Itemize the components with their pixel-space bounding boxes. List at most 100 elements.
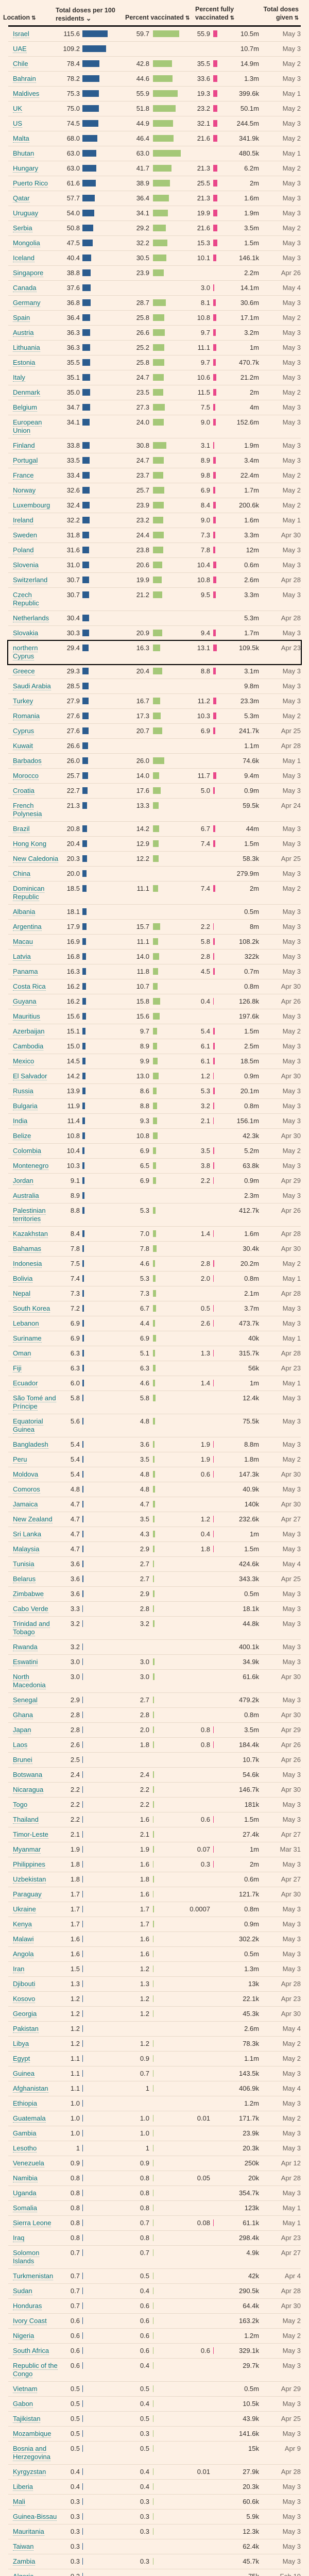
country-link[interactable]: Paraguay bbox=[13, 1890, 42, 1899]
country-link[interactable]: El Salvador bbox=[13, 1072, 47, 1080]
country-link[interactable]: Senegal bbox=[13, 1696, 38, 1704]
country-link[interactable]: Botswana bbox=[13, 1771, 43, 1779]
country-link[interactable]: Belarus bbox=[13, 1575, 36, 1583]
country-link[interactable]: Namibia bbox=[13, 2174, 38, 2182]
country-link[interactable]: Vietnam bbox=[13, 2385, 38, 2393]
country-link[interactable]: North Macedonia bbox=[13, 1673, 46, 1689]
country-link[interactable]: Germany bbox=[13, 299, 41, 307]
country-link[interactable]: Algeria bbox=[13, 2572, 34, 2576]
country-link[interactable]: Venezuela bbox=[13, 2159, 44, 2167]
country-link[interactable]: Montenegro bbox=[13, 1162, 49, 1170]
country-link[interactable]: Singapore bbox=[13, 269, 44, 277]
country-link[interactable]: Portugal bbox=[13, 456, 38, 465]
country-link[interactable]: French Polynesia bbox=[13, 802, 42, 818]
country-link[interactable]: Colombia bbox=[13, 1147, 41, 1155]
country-link[interactable]: Dominican Republic bbox=[13, 885, 45, 901]
country-link[interactable]: Morocco bbox=[13, 772, 39, 780]
country-link[interactable]: Belgium bbox=[13, 403, 37, 412]
country-link[interactable]: Rwanda bbox=[13, 1643, 38, 1651]
column-header-total-doses-per-100[interactable]: Total doses per 100 residents ⌄ bbox=[56, 6, 133, 23]
country-link[interactable]: South Korea bbox=[13, 1304, 50, 1313]
country-link[interactable]: Sri Lanka bbox=[13, 1530, 41, 1538]
country-link[interactable]: Gambia bbox=[13, 2129, 37, 2138]
country-link[interactable]: Solomon Islands bbox=[13, 2249, 40, 2265]
country-link[interactable]: Mali bbox=[13, 2498, 25, 2506]
country-link[interactable]: Serbia bbox=[13, 224, 32, 232]
country-link[interactable]: Somalia bbox=[13, 2204, 37, 2212]
column-header-location[interactable]: Location ⇅ bbox=[3, 13, 36, 23]
country-link[interactable]: Macau bbox=[13, 938, 33, 946]
country-link[interactable]: Argentina bbox=[13, 923, 42, 931]
country-link[interactable]: Suriname bbox=[13, 1334, 42, 1343]
country-link[interactable]: Philippines bbox=[13, 1860, 45, 1869]
country-link[interactable]: Uganda bbox=[13, 2189, 37, 2197]
country-link[interactable]: Lebanon bbox=[13, 1319, 39, 1328]
country-link[interactable]: China bbox=[13, 870, 30, 878]
country-link[interactable]: France bbox=[13, 471, 34, 480]
country-link[interactable]: Slovakia bbox=[13, 629, 39, 637]
country-link[interactable]: Italy bbox=[13, 374, 25, 382]
country-link[interactable]: Nigeria bbox=[13, 2332, 35, 2340]
country-link[interactable]: UAE bbox=[13, 45, 27, 53]
country-link[interactable]: Puerto Rico bbox=[13, 179, 48, 188]
country-link[interactable]: Romania bbox=[13, 712, 40, 720]
country-link[interactable]: Afghanistan bbox=[13, 2084, 48, 2093]
country-link[interactable]: Nicaragua bbox=[13, 1786, 44, 1794]
country-link[interactable]: Israel bbox=[13, 30, 29, 38]
country-link[interactable]: India bbox=[13, 1117, 28, 1125]
country-link[interactable]: Jordan bbox=[13, 1177, 33, 1185]
country-link[interactable]: Cambodia bbox=[13, 1042, 44, 1050]
country-link[interactable]: Georgia bbox=[13, 2010, 37, 2018]
country-link[interactable]: Guatemala bbox=[13, 2114, 46, 2123]
country-link[interactable]: European Union bbox=[13, 418, 42, 435]
country-link[interactable]: Spain bbox=[13, 314, 30, 322]
country-link[interactable]: Trinidad and Tobago bbox=[13, 1620, 50, 1636]
country-link[interactable]: Sweden bbox=[13, 531, 37, 539]
country-link[interactable]: Nepal bbox=[13, 1290, 30, 1298]
country-link[interactable]: Ghana bbox=[13, 1711, 33, 1719]
country-link[interactable]: Brunei bbox=[13, 1756, 32, 1764]
country-link[interactable]: Kenya bbox=[13, 1920, 32, 1928]
country-link[interactable]: Jamaica bbox=[13, 1500, 38, 1509]
country-link[interactable]: Japan bbox=[13, 1726, 31, 1734]
country-link[interactable]: Tajikistan bbox=[13, 2415, 41, 2423]
country-link[interactable]: Iceland bbox=[13, 254, 35, 262]
country-link[interactable]: Malaysia bbox=[13, 1545, 40, 1553]
country-link[interactable]: Bolivia bbox=[13, 1275, 33, 1283]
country-link[interactable]: Iran bbox=[13, 1965, 25, 1973]
country-link[interactable]: Denmark bbox=[13, 388, 40, 397]
country-link[interactable]: Maldives bbox=[13, 90, 40, 98]
country-link[interactable]: Finland bbox=[13, 442, 35, 450]
country-link[interactable]: São Tomé and Príncipe bbox=[13, 1394, 56, 1411]
country-link[interactable]: Greece bbox=[13, 667, 35, 675]
country-link[interactable]: Honduras bbox=[13, 2302, 42, 2310]
country-link[interactable]: Sudan bbox=[13, 2287, 32, 2295]
country-link[interactable]: Panama bbox=[13, 968, 38, 976]
country-link[interactable]: Timor-Leste bbox=[13, 1831, 48, 1839]
country-link[interactable]: Oman bbox=[13, 1349, 31, 1358]
country-link[interactable]: Thailand bbox=[13, 1816, 39, 1824]
country-link[interactable]: Malawi bbox=[13, 1935, 34, 1943]
country-link[interactable]: Republic of the Congo bbox=[13, 2362, 58, 2378]
country-link[interactable]: Malta bbox=[13, 134, 29, 143]
country-link[interactable]: Djibouti bbox=[13, 1980, 36, 1988]
country-link[interactable]: Guinea bbox=[13, 2070, 35, 2078]
country-link[interactable]: Estonia bbox=[13, 359, 36, 367]
country-link[interactable]: Azerbaijan bbox=[13, 1027, 45, 1036]
country-link[interactable]: Canada bbox=[13, 284, 37, 292]
country-link[interactable]: South Africa bbox=[13, 2347, 49, 2355]
country-link[interactable]: Equatorial Guinea bbox=[13, 1417, 43, 1434]
country-link[interactable]: Belize bbox=[13, 1132, 31, 1140]
country-link[interactable]: Kosovo bbox=[13, 1995, 36, 2003]
country-link[interactable]: Ivory Coast bbox=[13, 2317, 47, 2325]
country-link[interactable]: Qatar bbox=[13, 194, 30, 202]
country-link[interactable]: Croatia bbox=[13, 787, 35, 795]
country-link[interactable]: Myanmar bbox=[13, 1845, 41, 1854]
country-link[interactable]: New Zealand bbox=[13, 1515, 53, 1523]
country-link[interactable]: Ethiopia bbox=[13, 2099, 37, 2108]
country-link[interactable]: Costa Rica bbox=[13, 982, 46, 991]
country-link[interactable]: Netherlands bbox=[13, 614, 49, 622]
country-link[interactable]: Czech Republic bbox=[13, 591, 39, 607]
country-link[interactable]: Barbados bbox=[13, 757, 42, 765]
country-link[interactable]: Taiwan bbox=[13, 2543, 34, 2551]
